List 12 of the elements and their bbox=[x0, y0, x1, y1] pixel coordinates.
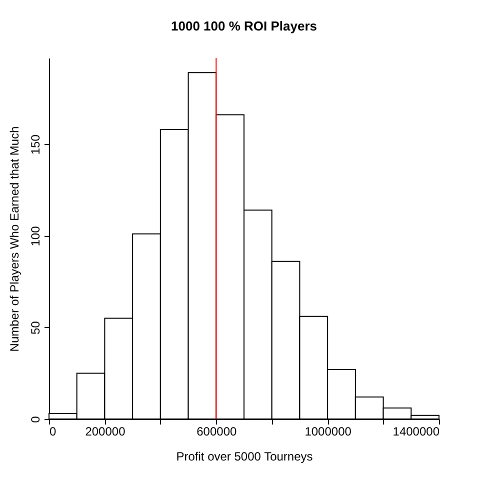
y-tick-label: 50 bbox=[28, 320, 42, 335]
x-tick-label: 600000 bbox=[196, 424, 237, 438]
chart-title: 1000 100 % ROI Players bbox=[171, 18, 317, 34]
y-tick-label: 100 bbox=[28, 226, 42, 246]
x-tick-label: 0 bbox=[50, 424, 56, 438]
x-tick-label: 200000 bbox=[85, 424, 126, 438]
x-tick-label: 1000000 bbox=[304, 424, 352, 438]
x-tick-label: 1400000 bbox=[392, 424, 440, 438]
x-axis-title: Profit over 5000 Tourneys bbox=[176, 450, 313, 464]
y-tick-label: 150 bbox=[28, 134, 42, 155]
y-tick-label: 0 bbox=[28, 416, 42, 423]
y-axis-title: Number of Players Who Earned that Much bbox=[8, 126, 22, 352]
